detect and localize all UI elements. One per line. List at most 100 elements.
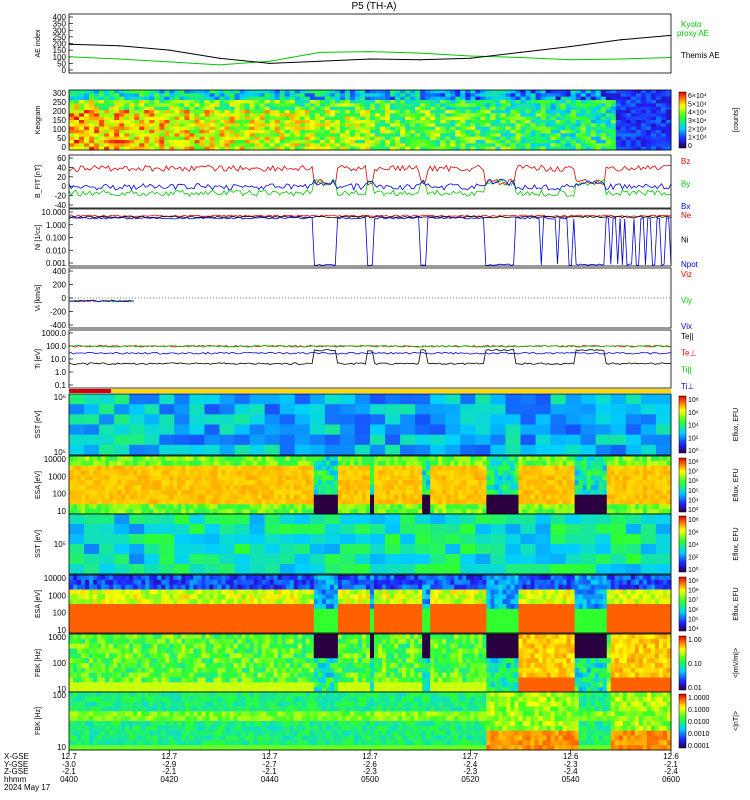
colorbar-tick: 10³ [688, 507, 699, 514]
point-kyoto [168, 61, 170, 63]
colorbar-tick: 10⁵ [688, 488, 699, 495]
legend-density: Ne [681, 211, 692, 220]
colorbar-tick: 10² [688, 555, 699, 562]
point-themis [319, 60, 321, 62]
panel-keogram: Keogram3002502001501005006×10⁴5×10⁴4×10⁴… [35, 89, 740, 152]
colorbar-label: Eflux, EFU [733, 527, 740, 560]
point-kyoto [218, 64, 221, 66]
ylabel-velocity: Vi [km/s] [35, 285, 42, 312]
frame-velocity [68, 267, 672, 329]
colorbar-tick: 0.0001 [688, 743, 710, 750]
frame-keogram [68, 89, 672, 151]
orbit-value: 12.6 [663, 752, 679, 761]
colorbar-esa_ion [678, 457, 687, 513]
ylabel-temperature: Ti [eV] [35, 349, 42, 369]
colorbar-tick: 10⁹ [688, 578, 699, 585]
ytick-temperature: 10.0 [50, 355, 66, 364]
ylabel-sst_elec: SST [eV] [35, 530, 42, 558]
colorbar-tick: 10⁴ [688, 626, 699, 633]
ytick-sst_elec: 10⁵ [54, 540, 66, 549]
frame-esa_elec [68, 574, 672, 634]
colorbar-tick: 0.0010 [688, 731, 710, 738]
ylabel-ae: AE index [35, 29, 42, 58]
colorbar-tick: 0 [688, 143, 692, 150]
panel-esa_ion: ESA [eV]10000 1000 100 10 10⁸ 10⁷ 10⁶ 10⁵ 10⁴ 10³… [35, 455, 740, 516]
orbit-value: -2.4 [463, 760, 477, 769]
ytick-fbk_e: 1000 [48, 633, 66, 642]
frame-density [68, 208, 672, 267]
panel-velocity: Vi [km/s] 400 200 0 -200 -400 Viz Viy Vix [35, 267, 692, 331]
colorbar-esa_elec [678, 576, 687, 632]
ytick-density: 0.100 [46, 234, 67, 243]
date-label: 2024 May 17 [4, 783, 51, 792]
point-kyoto [469, 55, 471, 57]
legend-kyoto: Kyoto [681, 20, 702, 29]
orbit-label: X-GSE [4, 752, 29, 761]
status-bar-yellow [111, 389, 671, 393]
trace-temperature [68, 351, 671, 355]
orbit-value: 0440 [261, 775, 279, 784]
ytick-bfield: 40 [57, 163, 66, 172]
ytick-ae: 400 [53, 13, 67, 22]
colorbar-tick: 1.00 [688, 637, 702, 644]
orbit-value: 0600 [662, 775, 680, 784]
legend-velocity: Viz [681, 270, 692, 279]
colorbar-tick: 4×10⁴ [688, 110, 707, 117]
trace-density [68, 216, 672, 267]
colorbar-tick: 10⁴ [688, 497, 699, 504]
ytick-keogram: 50 [57, 134, 66, 143]
point-themis [469, 57, 471, 59]
ylabel-esa_elec: ESA [eV] [35, 590, 42, 618]
orbit-value: 12.7 [463, 752, 479, 761]
point-themis [570, 45, 572, 48]
colorbar-label: <|mV/m|> [733, 648, 740, 678]
ytick-velocity: -400 [50, 321, 67, 330]
point-themis [168, 49, 170, 51]
point-themis [620, 39, 622, 41]
ytick-temperature: 1000.0 [42, 329, 67, 338]
ytick-keogram: 200 [53, 107, 67, 116]
frame-sst_elec [68, 513, 672, 575]
colorbar-keogram [678, 91, 687, 149]
ylabel-keogram: Keogram [35, 106, 42, 135]
point-themis [369, 58, 371, 60]
legend-velocity: Viy [681, 296, 692, 305]
legend-themis: Themis AE [681, 51, 720, 60]
colorbar-sst_ion [678, 395, 687, 454]
ytick-ae: 300 [53, 26, 67, 35]
colorbar-tick: 1×10⁴ [688, 135, 707, 142]
colorbar-tick: 10⁰ [688, 566, 699, 574]
trace-temperature [68, 348, 672, 365]
colorbar-label: Eflux, EFU [733, 408, 740, 441]
ytick-ae: 350 [53, 20, 67, 29]
point-kyoto [369, 51, 371, 53]
colorbar-tick: 10⁶ [688, 478, 699, 485]
orbit-value: -2.3 [363, 767, 377, 776]
orbit-value: 12.6 [563, 752, 579, 761]
colorbar-tick: 0.0100 [688, 719, 710, 726]
trace-temperature [68, 344, 672, 348]
ytick-ae: 100 [53, 53, 67, 62]
panel-density: Ni [1/cc] 10.000 1.000 0.100 0.010 0.001 Ne Ni N… [35, 208, 699, 269]
point-kyoto [620, 58, 622, 60]
colorbar-tick: 10⁸ [688, 459, 699, 466]
ytick-temperature: 0.1 [55, 381, 67, 390]
orbit-value: -2.4 [664, 767, 678, 776]
trace-velocity [68, 299, 134, 303]
ytick-esa_ion: 10 [57, 507, 66, 516]
orbit-value: -2.1 [664, 760, 678, 769]
orbit-value: -2.9 [162, 760, 176, 769]
ytick-bfield: 0 [62, 182, 67, 191]
ytick-ae: 150 [53, 46, 67, 55]
colorbar-tick: 3×10⁴ [688, 118, 707, 125]
orbit-label: Z-GSE [4, 767, 28, 776]
orbit-value: -2.4 [564, 767, 578, 776]
ytick-velocity: 200 [53, 281, 67, 290]
colorbar-tick: 10⁶ [688, 410, 699, 417]
ytick-density: 0.010 [46, 246, 67, 255]
legend-temperature: Ti⊥ [681, 382, 694, 391]
colorbar-tick: 10⁷ [688, 469, 699, 476]
orbit-value: -3.0 [62, 760, 76, 769]
status-bar-red [69, 389, 112, 393]
legend-velocity: Vix [681, 322, 692, 331]
